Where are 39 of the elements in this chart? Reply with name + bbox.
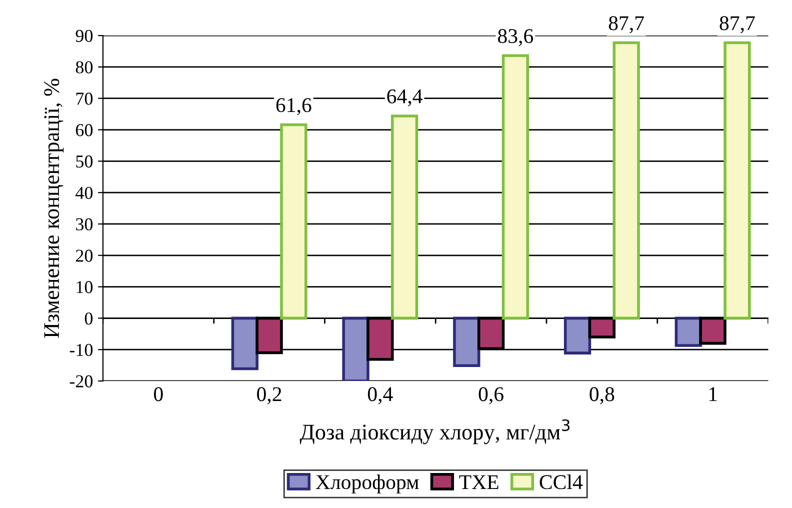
data-label: 87,7 [608, 16, 644, 34]
x-tick-label: 1 [709, 387, 717, 402]
bar [280, 123, 308, 320]
y-tick-label: 0 [84, 312, 93, 325]
x-axis-title: Доза діоксиду хлору, мг/дм$^{3}$ [300, 419, 570, 444]
x-tick-label: 0,4 [368, 387, 393, 404]
y-tick-label: 90 [76, 30, 93, 42]
x-tick-label: 0 [154, 387, 163, 402]
bar [674, 316, 702, 347]
x-tick-label: 0,6 [478, 387, 504, 404]
data-label: 87,7 [720, 16, 755, 34]
y-axis-title: Изменение концентрації, % [44, 78, 64, 338]
y-tick-label: -10 [70, 344, 93, 356]
bar [231, 316, 258, 370]
legend-label: ТХЕ [459, 475, 498, 489]
y-tick-label: 60 [76, 124, 93, 136]
y-tick-label: 80 [76, 61, 93, 74]
y-tick-label: 50 [76, 155, 93, 168]
y-tick-label: -20 [70, 375, 93, 388]
bar [502, 54, 530, 320]
bar [453, 316, 480, 367]
bar [612, 41, 640, 320]
bar [390, 114, 418, 320]
data-label: 61,6 [276, 98, 312, 116]
data-label: 83,6 [498, 29, 534, 46]
bar [699, 316, 726, 345]
y-tick-label: 10 [76, 281, 93, 294]
x-tick-label: 0,8 [590, 387, 614, 404]
y-tick-label: 20 [76, 250, 93, 262]
bar [724, 41, 751, 320]
legend-label: Хлороформ [316, 474, 419, 494]
y-tick-label: 70 [76, 92, 93, 105]
y-tick-label: 30 [76, 218, 93, 230]
legend-label: CCl4 [540, 474, 583, 490]
bar [564, 316, 592, 354]
y-tick-label: 40 [76, 186, 93, 200]
bar [588, 316, 616, 338]
data-label: 64,4 [387, 89, 422, 106]
x-tick-label: 0,2 [257, 387, 282, 404]
